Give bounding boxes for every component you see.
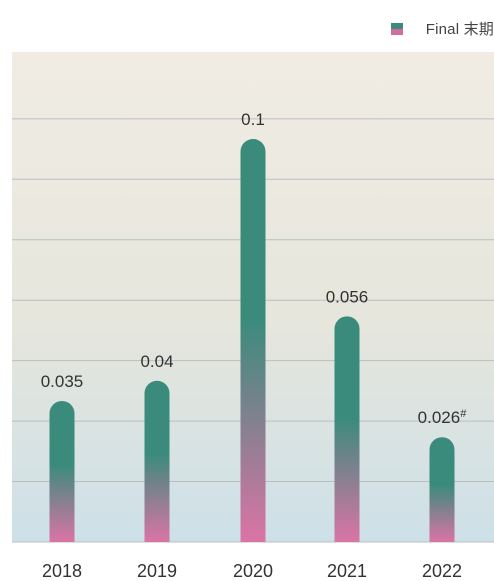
value-label-2018: 0.035 <box>41 372 84 391</box>
legend-label: Final 末期 <box>425 21 494 38</box>
bar-2020 <box>240 139 266 542</box>
value-label-2019: 0.04 <box>140 352 173 371</box>
x-tick-label-2021: 2021 <box>327 561 367 581</box>
x-tick-label-2018: 2018 <box>42 561 82 581</box>
bar-2019 <box>144 380 170 542</box>
bar-2021 <box>334 316 360 542</box>
value-label-2021: 0.056 <box>326 287 369 306</box>
x-tick-labels: 2018 2019 2020 2021 2022 <box>42 561 462 581</box>
x-tick-label-2022: 2022 <box>422 561 462 581</box>
value-labels: 0.035 0.04 0.1 0.056 0.026# <box>41 110 467 427</box>
value-label-2020: 0.1 <box>241 110 265 129</box>
legend-swatch <box>390 22 403 35</box>
x-tick-label-2019: 2019 <box>137 561 177 581</box>
bar-2022 <box>429 437 455 542</box>
bar-2018 <box>49 400 75 542</box>
legend: Final 末期 <box>390 18 494 39</box>
value-label-2022: 0.026# <box>418 408 468 427</box>
bars <box>49 139 455 542</box>
x-tick-label-2020: 2020 <box>233 561 273 581</box>
footnote-mark: # <box>460 408 467 420</box>
